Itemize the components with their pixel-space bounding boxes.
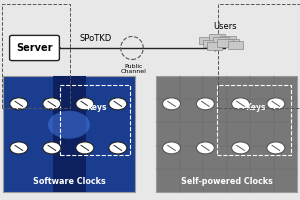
Bar — [156, 76, 297, 192]
FancyBboxPatch shape — [209, 34, 225, 41]
FancyBboxPatch shape — [224, 39, 239, 46]
FancyBboxPatch shape — [207, 42, 222, 50]
FancyBboxPatch shape — [217, 39, 233, 47]
Circle shape — [43, 142, 61, 154]
Text: Self-powered Clocks: Self-powered Clocks — [181, 177, 272, 186]
Circle shape — [232, 142, 250, 154]
Bar — [53, 76, 86, 192]
Circle shape — [196, 142, 214, 154]
FancyBboxPatch shape — [203, 40, 218, 47]
Text: Software Clocks: Software Clocks — [33, 177, 105, 186]
FancyBboxPatch shape — [213, 37, 229, 44]
Circle shape — [48, 111, 90, 139]
Text: Keys: Keys — [86, 103, 106, 112]
Circle shape — [163, 98, 181, 110]
Circle shape — [267, 142, 285, 154]
FancyBboxPatch shape — [228, 41, 243, 49]
Circle shape — [267, 98, 285, 110]
Text: Keys: Keys — [245, 103, 266, 112]
Circle shape — [196, 98, 214, 110]
Text: SPoTKD: SPoTKD — [79, 34, 111, 43]
Circle shape — [10, 98, 28, 110]
Circle shape — [76, 98, 94, 110]
Bar — [3, 76, 135, 192]
Circle shape — [76, 142, 94, 154]
FancyBboxPatch shape — [199, 37, 214, 44]
Circle shape — [109, 142, 127, 154]
Text: Users: Users — [213, 22, 237, 31]
Text: Server: Server — [16, 43, 53, 53]
FancyBboxPatch shape — [10, 35, 59, 61]
Circle shape — [109, 98, 127, 110]
Circle shape — [43, 98, 61, 110]
Circle shape — [163, 142, 181, 154]
Circle shape — [232, 98, 250, 110]
Text: Public
Channel: Public Channel — [121, 64, 146, 74]
Circle shape — [10, 142, 28, 154]
FancyBboxPatch shape — [220, 36, 236, 43]
